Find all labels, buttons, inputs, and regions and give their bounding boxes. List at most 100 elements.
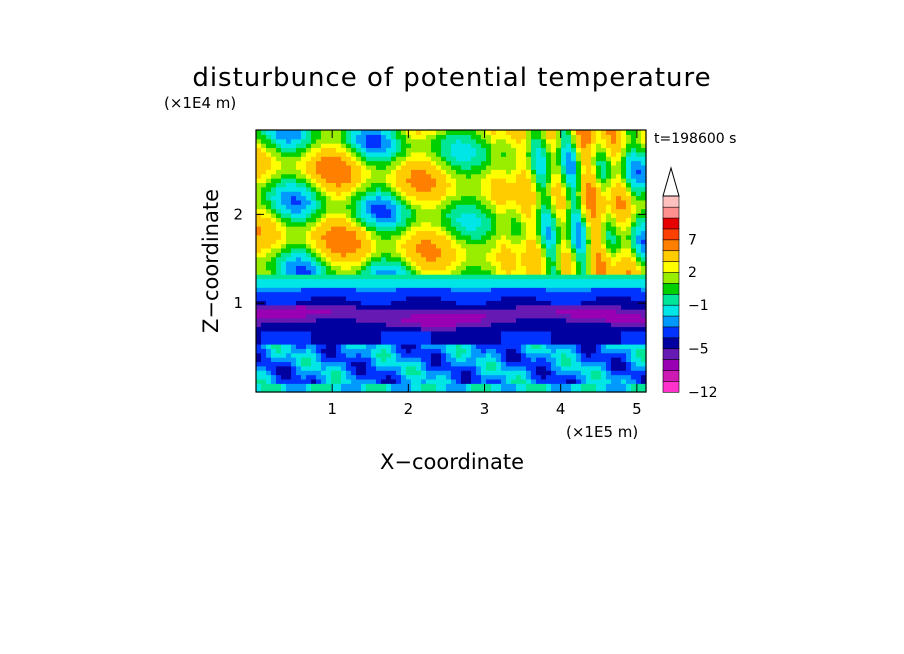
field-cell (516, 221, 522, 227)
field-cell (356, 348, 362, 354)
field-cell (536, 186, 542, 192)
field-cell (321, 261, 327, 266)
field-cell (541, 361, 547, 367)
field-cell (601, 143, 607, 149)
field-cell (311, 134, 317, 140)
field-cell (366, 221, 372, 227)
field-cell (361, 178, 367, 183)
field-cell (326, 322, 332, 328)
field-cell (511, 226, 517, 232)
field-cell (286, 278, 292, 284)
field-cell (461, 199, 467, 205)
field-cell (271, 335, 277, 341)
field-cell (626, 343, 632, 349)
field-cell (526, 252, 532, 258)
field-cell (311, 317, 317, 323)
field-cell (551, 287, 557, 293)
field-cell (591, 221, 597, 227)
field-cell (356, 130, 362, 135)
field-cell (511, 217, 517, 223)
field-cell (531, 365, 537, 371)
field-cell (551, 234, 557, 240)
field-cell (631, 352, 637, 358)
field-cell (446, 383, 452, 389)
field-cell (306, 361, 312, 367)
field-cell (381, 234, 387, 240)
field-cell (596, 252, 602, 258)
field-cell (596, 309, 602, 314)
field-cell (256, 134, 262, 140)
field-cell (596, 374, 602, 380)
field-cell (311, 261, 317, 266)
field-cell (431, 343, 437, 349)
field-cell (341, 252, 347, 258)
field-cell (596, 387, 602, 393)
field-cell (451, 226, 457, 232)
field-cell (621, 374, 627, 380)
field-cell (311, 274, 317, 280)
field-cell (611, 282, 617, 288)
field-cell (301, 239, 307, 245)
field-cell (426, 239, 432, 245)
field-cell (276, 186, 282, 192)
field-cell (346, 191, 352, 197)
field-cell (261, 287, 267, 293)
field-cell (536, 274, 542, 280)
field-cell (271, 252, 277, 258)
field-cell (396, 269, 402, 275)
field-cell (556, 243, 562, 249)
field-cell (411, 147, 417, 153)
field-cell (496, 374, 502, 380)
field-cell (481, 317, 487, 323)
field-cell (261, 326, 267, 332)
field-cell (511, 134, 517, 140)
field-cell (311, 226, 317, 232)
field-cell (616, 217, 622, 223)
field-cell (466, 173, 472, 179)
field-cell (336, 269, 342, 275)
field-cell (461, 143, 467, 149)
field-cell (411, 134, 417, 140)
field-cell (271, 330, 277, 336)
colorbar-swatch (662, 228, 680, 241)
field-cell (641, 348, 647, 354)
field-cell (581, 178, 587, 183)
field-cell (471, 326, 477, 332)
field-cell (401, 291, 407, 297)
field-cell (541, 295, 547, 301)
field-cell (426, 269, 432, 275)
field-cell (286, 374, 292, 380)
field-cell (541, 230, 547, 236)
field-cell (581, 134, 587, 140)
field-cell (286, 239, 292, 245)
field-cell (601, 226, 607, 232)
field-cell (276, 195, 282, 201)
field-cell (626, 348, 632, 354)
field-cell (591, 151, 597, 157)
field-cell (581, 173, 587, 179)
field-cell (551, 304, 557, 310)
field-cell (456, 226, 462, 232)
field-cell (376, 269, 382, 275)
field-cell (571, 274, 577, 280)
field-cell (496, 191, 502, 197)
field-cell (256, 226, 262, 232)
field-cell (586, 230, 592, 236)
colorbar-swatch (662, 293, 680, 306)
field-cell (621, 335, 627, 341)
field-cell (616, 317, 622, 323)
field-cell (301, 230, 307, 236)
field-cell (511, 295, 517, 301)
field-cell (416, 191, 422, 197)
field-cell (406, 269, 412, 275)
field-cell (326, 295, 332, 301)
field-cell (331, 239, 337, 245)
field-cell (381, 317, 387, 323)
field-cell (296, 269, 302, 275)
field-cell (351, 295, 357, 301)
field-cell (601, 365, 607, 371)
field-cell (611, 317, 617, 323)
field-cell (346, 164, 352, 170)
field-cell (566, 130, 572, 135)
field-cell (331, 287, 337, 293)
